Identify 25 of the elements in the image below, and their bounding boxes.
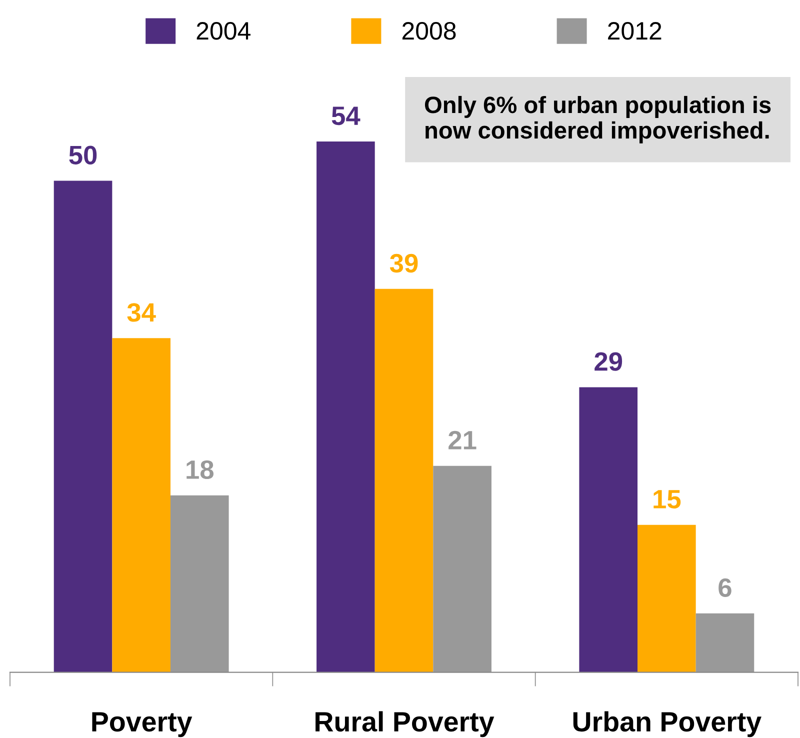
bar <box>374 288 434 672</box>
legend-label: 2008 <box>402 22 456 40</box>
bar <box>112 338 170 672</box>
data-label: 29 <box>594 352 622 371</box>
data-label: 18 <box>186 460 214 480</box>
data-label: 50 <box>69 146 97 164</box>
legend-label: 2004 <box>196 22 250 40</box>
data-label: 54 <box>332 106 360 126</box>
bar <box>433 466 492 672</box>
x-tick-label: Poverty <box>92 712 192 738</box>
x-tick-label: Urban Poverty <box>573 711 762 738</box>
bar <box>638 524 696 672</box>
bar <box>696 613 754 672</box>
data-label: 21 <box>448 430 476 450</box>
bar <box>316 141 375 672</box>
bar <box>170 495 229 672</box>
x-tick-label: Rural Poverty <box>316 711 494 738</box>
legend-label: 2012 <box>608 22 662 40</box>
bar <box>579 387 638 672</box>
data-label: 6 <box>718 578 732 598</box>
data-label: 39 <box>390 254 418 273</box>
data-label: 15 <box>654 490 681 509</box>
data-label: 34 <box>127 303 156 322</box>
annotation: Only 6% of urban population is now considered impoverished. <box>424 96 771 144</box>
bar <box>54 180 112 672</box>
